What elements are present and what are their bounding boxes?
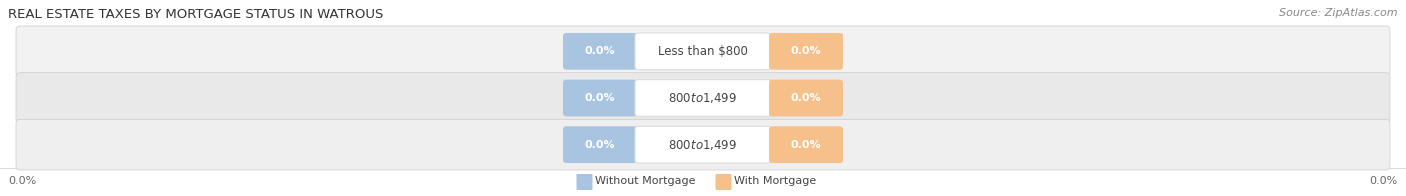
Text: 0.0%: 0.0%	[585, 93, 616, 103]
FancyBboxPatch shape	[562, 33, 637, 70]
Text: REAL ESTATE TAXES BY MORTGAGE STATUS IN WATROUS: REAL ESTATE TAXES BY MORTGAGE STATUS IN …	[8, 8, 384, 21]
FancyBboxPatch shape	[636, 80, 770, 116]
FancyBboxPatch shape	[562, 80, 637, 116]
Text: 0.0%: 0.0%	[790, 46, 821, 56]
FancyBboxPatch shape	[716, 174, 731, 190]
FancyBboxPatch shape	[576, 174, 592, 190]
Text: 0.0%: 0.0%	[585, 46, 616, 56]
Text: 0.0%: 0.0%	[585, 140, 616, 150]
FancyBboxPatch shape	[562, 126, 637, 163]
FancyBboxPatch shape	[636, 33, 770, 70]
FancyBboxPatch shape	[15, 73, 1391, 123]
FancyBboxPatch shape	[15, 119, 1391, 170]
Text: Less than $800: Less than $800	[658, 45, 748, 58]
Text: 0.0%: 0.0%	[790, 140, 821, 150]
Text: Source: ZipAtlas.com: Source: ZipAtlas.com	[1279, 8, 1398, 18]
Text: $800 to $1,499: $800 to $1,499	[668, 138, 738, 152]
Text: $800 to $1,499: $800 to $1,499	[668, 91, 738, 105]
Text: 0.0%: 0.0%	[790, 93, 821, 103]
FancyBboxPatch shape	[769, 33, 844, 70]
Text: Without Mortgage: Without Mortgage	[596, 176, 696, 186]
Text: With Mortgage: With Mortgage	[734, 176, 817, 186]
Text: 0.0%: 0.0%	[1369, 176, 1398, 186]
FancyBboxPatch shape	[15, 26, 1391, 77]
FancyBboxPatch shape	[769, 80, 844, 116]
Text: 0.0%: 0.0%	[8, 176, 37, 186]
FancyBboxPatch shape	[636, 126, 770, 163]
FancyBboxPatch shape	[769, 126, 844, 163]
